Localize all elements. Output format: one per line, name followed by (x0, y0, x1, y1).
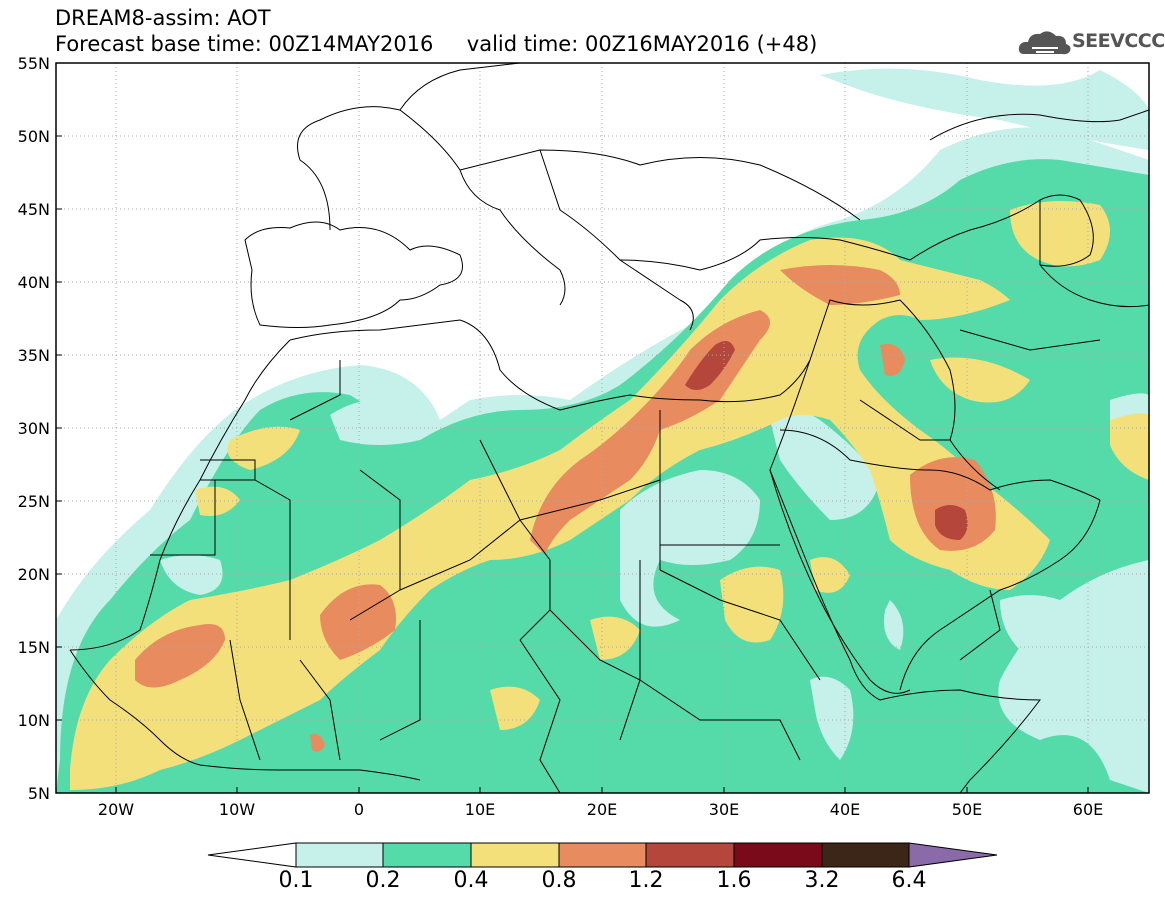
lat-label-20n: 20N (17, 565, 50, 584)
lat-label-5n: 5N (27, 784, 50, 803)
axis-ticks (56, 62, 1089, 794)
lon-label-60e: 60E (1072, 800, 1104, 819)
lat-label-50n: 50N (17, 127, 50, 146)
lat-label-40n: 40N (17, 273, 50, 292)
colorbar-label-3.2: 3.2 (804, 868, 840, 893)
colorbar-label-0.1: 0.1 (278, 868, 314, 893)
colorbar-label-0.4: 0.4 (453, 868, 489, 893)
coastlines-borders (69, 63, 1149, 793)
colorbar-label-1.2: 1.2 (628, 868, 664, 893)
colorbar-label-0.2: 0.2 (365, 868, 401, 893)
lon-label-50e: 50E (951, 800, 983, 819)
seevccc-cloud-logo-icon (1018, 31, 1071, 55)
colorbar-label-1.6: 1.6 (716, 868, 752, 893)
lon-label-20e: 20E (586, 800, 618, 819)
lat-label-15n: 15N (17, 638, 50, 657)
lat-label-45n: 45N (17, 200, 50, 219)
lon-label-30e: 30E (708, 800, 740, 819)
logo-text: SEEVCCC (1072, 30, 1165, 52)
lon-label-10e: 10E (464, 800, 496, 819)
graticule (56, 63, 1149, 793)
lon-label-20w: 20W (97, 800, 135, 819)
lon-label-0: 0 (353, 800, 365, 819)
lat-label-55n: 55N (17, 54, 50, 73)
forecast-time-line: Forecast base time: 00Z14MAY2016 valid t… (55, 32, 818, 56)
lat-label-35n: 35N (17, 346, 50, 365)
lat-label-25n: 25N (17, 492, 50, 511)
lat-label-10n: 10N (17, 711, 50, 730)
colorbar-label-0.8: 0.8 (541, 868, 577, 893)
colorbar-label-6.4: 6.4 (891, 868, 927, 893)
lon-label-10w: 10W (218, 800, 256, 819)
lat-label-30n: 30N (17, 419, 50, 438)
lon-label-40e: 40E (829, 800, 861, 819)
aot-layer-1.2 (685, 341, 968, 540)
map-title: DREAM8-assim: AOT (55, 6, 271, 30)
